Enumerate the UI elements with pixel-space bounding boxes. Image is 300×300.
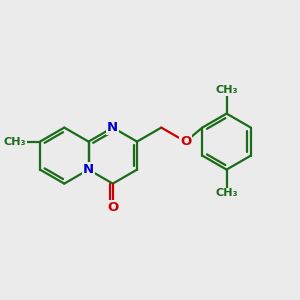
Text: N: N	[83, 163, 94, 176]
Text: CH₃: CH₃	[215, 188, 238, 198]
Text: O: O	[180, 135, 191, 148]
Text: CH₃: CH₃	[215, 85, 238, 95]
Text: N: N	[107, 121, 118, 134]
Text: O: O	[107, 201, 118, 214]
Text: CH₃: CH₃	[4, 136, 26, 147]
